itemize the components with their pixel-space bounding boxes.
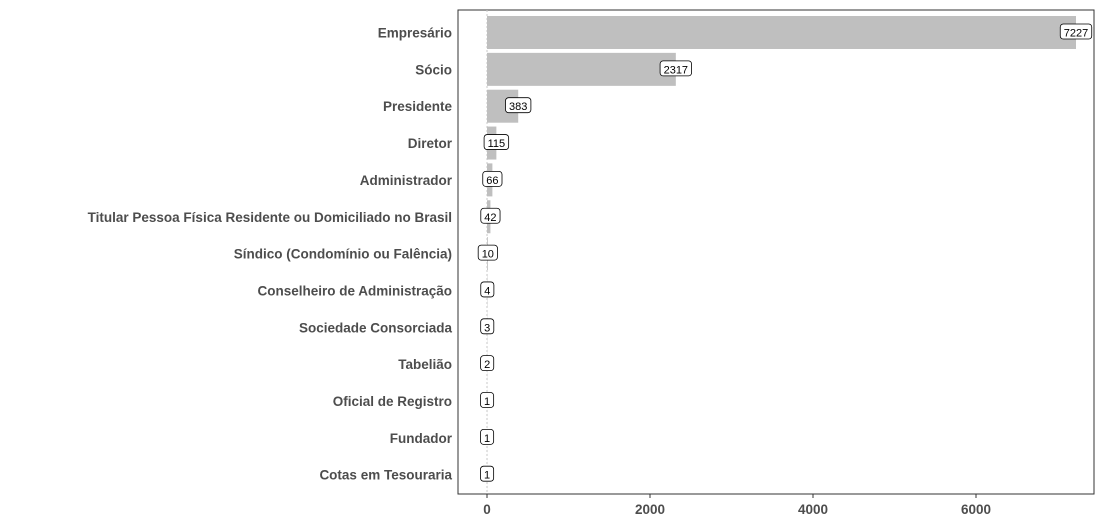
data-label: 1 <box>480 465 495 482</box>
data-label: 2317 <box>659 60 692 77</box>
category-label: Administrador <box>360 173 453 188</box>
x-axis: 0 2000 4000 6000 <box>483 494 991 517</box>
bar <box>487 16 1076 49</box>
data-label: 1 <box>480 428 495 445</box>
category-label: Empresário <box>378 26 452 41</box>
category-label: Oficial de Registro <box>333 394 452 409</box>
category-label: Titular Pessoa Física Residente ou Domic… <box>88 210 452 225</box>
data-label: 1 <box>480 392 495 408</box>
data-label: 3 <box>480 318 495 335</box>
category-label: Cotas em Tesouraria <box>319 468 452 483</box>
data-label-text: 383 <box>509 101 527 113</box>
data-label-text: 10 <box>482 249 494 261</box>
category-label: Sociedade Consorciada <box>299 320 453 335</box>
data-label-text: 42 <box>484 212 496 224</box>
data-label-box <box>480 318 495 335</box>
data-label: 10 <box>477 244 498 261</box>
data-label: 7227 <box>1059 23 1093 40</box>
data-label-box <box>483 134 510 150</box>
data-labels: 7227 2317 383 115 66 42 10 4 3 2 1 1 1 <box>477 23 1093 482</box>
category-labels: Empresário Sócio Presidente Diretor Administ… <box>88 26 453 483</box>
data-label-box <box>480 428 495 445</box>
data-label-text: 2 <box>484 359 490 371</box>
data-label: 383 <box>505 97 532 114</box>
category-label: Tabelião <box>398 357 452 372</box>
data-label-text: 1 <box>484 433 490 445</box>
data-label-text: 66 <box>486 175 498 187</box>
data-label-text: 115 <box>488 138 506 150</box>
data-label: 42 <box>480 207 501 224</box>
data-label-box <box>1059 23 1093 40</box>
data-label-box <box>477 244 498 261</box>
data-label: 4 <box>480 281 495 298</box>
data-label-text: 1 <box>484 396 490 408</box>
category-label: Diretor <box>408 136 453 151</box>
category-label: Fundador <box>390 431 453 446</box>
data-label-box <box>482 170 503 187</box>
data-label-box <box>480 281 495 298</box>
data-label-box <box>480 355 495 372</box>
x-tick-label: 4000 <box>798 502 828 517</box>
data-label-box <box>505 97 532 114</box>
data-label-text: 7227 <box>1064 28 1088 40</box>
data-label-box <box>480 207 501 224</box>
x-tick-label: 0 <box>483 502 491 517</box>
x-tick-label: 6000 <box>961 502 991 517</box>
data-label-text: 4 <box>484 285 490 297</box>
plot-panel <box>457 9 1095 495</box>
data-label-text: 3 <box>484 322 490 334</box>
bar <box>487 52 676 86</box>
data-label: 115 <box>483 134 510 150</box>
category-label: Síndico (Condomínio ou Falência) <box>234 247 452 262</box>
data-label-box <box>659 60 692 77</box>
category-label: Presidente <box>383 99 453 114</box>
data-label-text: 1 <box>484 470 490 482</box>
category-label: Sócio <box>415 62 452 77</box>
data-label-box <box>480 465 495 482</box>
data-label: 2 <box>480 355 495 372</box>
data-label-text: 2317 <box>664 64 688 76</box>
x-tick-label: 2000 <box>635 502 665 517</box>
data-label-box <box>480 392 495 408</box>
data-label: 66 <box>482 170 503 187</box>
category-label: Conselheiro de Administração <box>257 283 452 298</box>
